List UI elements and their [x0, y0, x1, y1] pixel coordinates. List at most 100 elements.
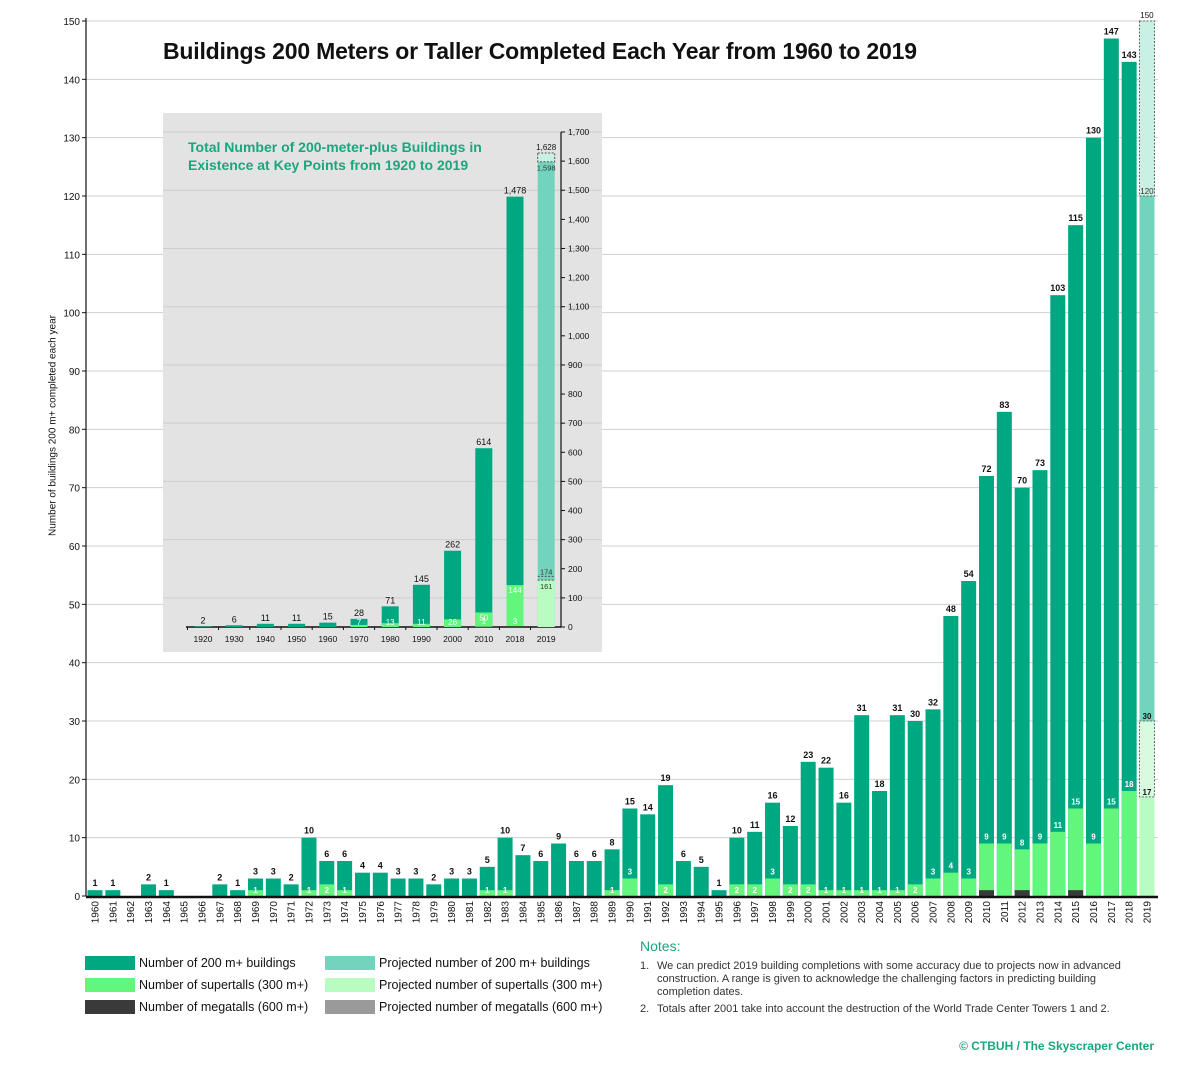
bar-supertall: [1032, 843, 1048, 896]
inset-y-tick-label: 1,500: [568, 185, 590, 195]
x-tick-label: 2001: [822, 901, 833, 924]
total-label: 19: [661, 773, 671, 783]
legend-item-projected-total: Projected number of 200 m+ buildings: [325, 956, 590, 970]
inset-bar-supertall: [444, 619, 462, 627]
y-tick-label: 110: [64, 250, 80, 261]
x-tick-label: 2000: [804, 901, 815, 924]
inset-megatall-label: 1: [482, 617, 487, 626]
x-tick-label: 1982: [483, 901, 494, 924]
total-label: 1: [110, 878, 115, 888]
total-label: 6: [574, 849, 579, 859]
supertall-label: 1: [877, 886, 882, 895]
inset-supertall-label: 13: [386, 618, 395, 627]
x-tick-label: 1960: [91, 901, 102, 924]
inset-total-label: 11: [292, 613, 301, 623]
y-tick-label: 90: [69, 367, 81, 378]
x-tick-label: 2014: [1053, 901, 1064, 924]
inset-y-tick-label: 1,600: [568, 156, 590, 166]
total-label: 103: [1050, 283, 1065, 293]
x-tick-label: 1965: [180, 901, 191, 924]
supertall-label: 1: [253, 886, 258, 895]
supertall-label: 2: [788, 886, 793, 895]
total-label: 1: [164, 878, 169, 888]
inset-x-tick-label: 1930: [225, 634, 244, 644]
legend-item-projected-megatall: Projected number of megatalls (600 m+): [325, 1000, 602, 1014]
x-tick-label: 1994: [697, 901, 708, 924]
bar-supertall: [907, 884, 923, 896]
supertall-label: 9: [1002, 833, 1007, 842]
bar-supertall: [765, 878, 781, 896]
bar-projected-range: [1138, 20, 1155, 197]
bar-total: [747, 831, 763, 896]
total-label: 3: [449, 867, 454, 877]
total-label: 1: [717, 878, 722, 888]
x-tick-label: 1971: [287, 901, 298, 924]
bar-supertall: [337, 890, 353, 896]
x-tick-label: 2012: [1018, 901, 1029, 924]
bar-total: [568, 861, 584, 896]
bar-total: [1050, 295, 1066, 897]
bar-total: [658, 785, 674, 896]
bar-total: [533, 861, 549, 896]
x-tick-label: 1978: [411, 901, 422, 924]
inset-bar-megatall: [506, 626, 524, 628]
bar-total: [979, 476, 994, 896]
x-tick-label: 1997: [750, 901, 761, 924]
x-tick-label: 2013: [1035, 901, 1046, 924]
inset-total-label: 6: [232, 614, 237, 624]
inset-x-tick-label: 1920: [194, 634, 213, 644]
supertall-label: 4: [949, 862, 954, 871]
legend-swatch: [325, 1000, 375, 1014]
inset-bar-projected-range: [537, 152, 556, 163]
projected-supertall-max-label: 30: [1143, 712, 1152, 721]
bar-total: [961, 581, 977, 896]
total-label: 3: [271, 867, 276, 877]
inset-bar-supertall: [350, 624, 368, 627]
bar-supertall: [979, 843, 994, 896]
total-label: 6: [324, 849, 329, 859]
note-item: 2. Totals after 2001 take into account th…: [640, 1003, 1140, 1016]
bar-total: [640, 814, 656, 896]
inset-bar-supertall: [381, 623, 399, 627]
bar-total: [1068, 225, 1084, 896]
total-label: 2: [146, 872, 151, 882]
total-label: 2: [217, 872, 222, 882]
total-label: 14: [643, 802, 653, 812]
bar-total: [408, 878, 424, 896]
total-label: 6: [538, 849, 543, 859]
inset-total-label: 262: [445, 540, 460, 550]
bar-total: [800, 761, 816, 896]
x-tick-label: 1985: [536, 901, 547, 924]
supertall-label: 1: [859, 886, 864, 895]
projected-min-label: 120: [1140, 187, 1154, 196]
bar-supertall: [604, 890, 620, 896]
chart-title: Buildings 200 Meters or Taller Completed…: [163, 38, 917, 64]
y-tick-label: 140: [63, 75, 80, 86]
bar-total: [782, 826, 798, 896]
bar-total: [497, 837, 513, 896]
total-label: 73: [1035, 458, 1045, 468]
inset-y-tick-label: 1,400: [568, 214, 590, 224]
y-axis-label: Number of buildings 200 m+ completed eac…: [47, 315, 59, 536]
total-label: 54: [964, 569, 974, 579]
note-text: Totals after 2001 take into account the …: [657, 1003, 1110, 1015]
bar-supertall: [1085, 843, 1101, 896]
x-tick-label: 1986: [554, 901, 565, 924]
x-tick-label: 1981: [465, 901, 476, 924]
total-label: 2: [289, 872, 294, 882]
inset-projected-supertall-min-label: 161: [540, 582, 553, 591]
inset-bar-total: [225, 625, 243, 627]
supertall-label: 2: [806, 886, 811, 895]
bar-total: [479, 866, 495, 896]
legend-swatch: [325, 978, 375, 992]
inset-x-tick-label: 2000: [443, 634, 462, 644]
y-tick-label: 150: [63, 17, 80, 28]
bar-total: [426, 884, 442, 896]
inset-y-tick-label: 1,200: [568, 273, 590, 283]
bar-supertall: [658, 884, 674, 896]
inset-y-tick-label: 700: [568, 418, 582, 428]
bar-total: [996, 411, 1012, 896]
bar-total: [818, 767, 834, 896]
total-label: 31: [857, 703, 867, 713]
bar-total: [872, 791, 888, 896]
